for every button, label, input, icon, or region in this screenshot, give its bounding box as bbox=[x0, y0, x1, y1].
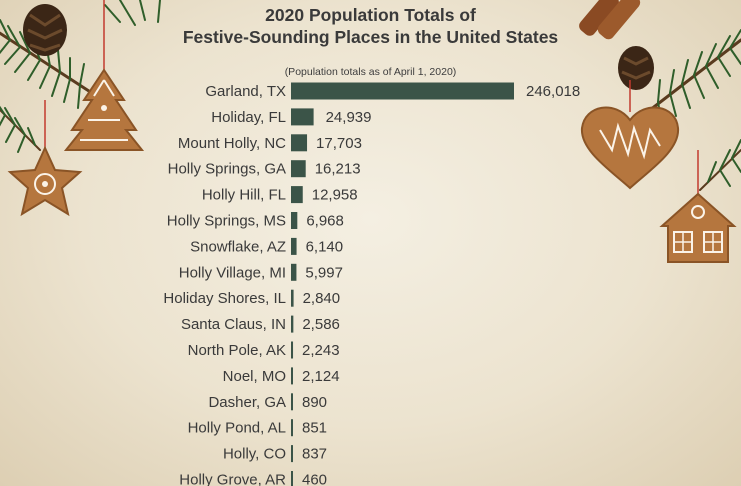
category-label: Holly Springs, GA bbox=[168, 161, 286, 178]
category-label: Holly Hill, FL bbox=[202, 187, 286, 204]
bar bbox=[291, 445, 293, 463]
category-label: Holly Pond, AL bbox=[188, 420, 286, 437]
chart-subtitle: (Population totals as of April 1, 2020) bbox=[284, 66, 457, 78]
value-label: 246,018 bbox=[526, 83, 580, 100]
bar bbox=[291, 186, 303, 204]
pine-cone-left bbox=[23, 4, 67, 56]
title-line-2: Festive-Sounding Places in the United St… bbox=[182, 27, 559, 47]
gingerbread-heart-cookie bbox=[580, 80, 680, 190]
category-label: Holiday, FL bbox=[211, 109, 286, 126]
value-label: 851 bbox=[302, 420, 327, 437]
value-label: 12,958 bbox=[312, 187, 358, 204]
value-label: 2,124 bbox=[302, 368, 340, 385]
bar bbox=[291, 289, 294, 307]
value-label: 16,213 bbox=[315, 161, 361, 178]
value-label: 890 bbox=[302, 394, 327, 411]
gingerbread-tree-cookie bbox=[63, 0, 145, 151]
bar bbox=[291, 471, 293, 486]
category-label: Snowflake, AZ bbox=[190, 238, 286, 255]
gingerbread-star-cookie bbox=[7, 100, 83, 217]
value-label: 2,840 bbox=[303, 290, 341, 307]
category-label: Santa Claus, IN bbox=[181, 316, 286, 333]
value-label: 5,997 bbox=[305, 264, 343, 281]
value-label: 2,586 bbox=[302, 316, 340, 333]
bar bbox=[291, 212, 298, 229]
category-label: Holly Grove, AR bbox=[179, 472, 286, 486]
bar bbox=[291, 108, 314, 126]
bar bbox=[291, 237, 297, 255]
value-label: 2,243 bbox=[302, 342, 340, 359]
pine-cone-right bbox=[618, 46, 654, 90]
category-label: Noel, MO bbox=[223, 368, 286, 385]
value-label: 460 bbox=[302, 472, 327, 486]
pine-branch-right bbox=[648, 29, 741, 191]
category-label: Holly Springs, MS bbox=[167, 213, 286, 230]
bar bbox=[291, 367, 293, 385]
category-label: Holly Village, MI bbox=[179, 264, 286, 281]
bar bbox=[291, 393, 293, 411]
bar bbox=[291, 419, 293, 437]
value-label: 837 bbox=[302, 446, 327, 463]
value-label: 24,939 bbox=[326, 109, 372, 126]
title-line-1: 2020 Population Totals of bbox=[265, 5, 476, 25]
category-label: Dasher, GA bbox=[208, 394, 286, 411]
value-label: 6,140 bbox=[306, 238, 344, 255]
category-label: Garland, TX bbox=[205, 83, 286, 100]
bar bbox=[291, 160, 306, 178]
value-label: 17,703 bbox=[316, 135, 362, 152]
bar bbox=[291, 315, 294, 333]
category-label: Holly, CO bbox=[223, 446, 286, 463]
value-label: 6,968 bbox=[306, 213, 344, 230]
pine-branch-left bbox=[0, 0, 161, 153]
category-label: Holiday Shores, IL bbox=[163, 290, 286, 307]
category-label: Mount Holly, NC bbox=[178, 135, 286, 152]
bar bbox=[291, 82, 514, 100]
cinnamon-sticks bbox=[579, 0, 641, 40]
gingerbread-house-cookie bbox=[659, 150, 737, 263]
bar bbox=[291, 263, 297, 281]
bar bbox=[291, 134, 308, 152]
chart-title: 2020 Population Totals of Festive-Soundi… bbox=[0, 4, 741, 48]
category-label: North Pole, AK bbox=[188, 342, 286, 359]
bar bbox=[291, 341, 294, 359]
